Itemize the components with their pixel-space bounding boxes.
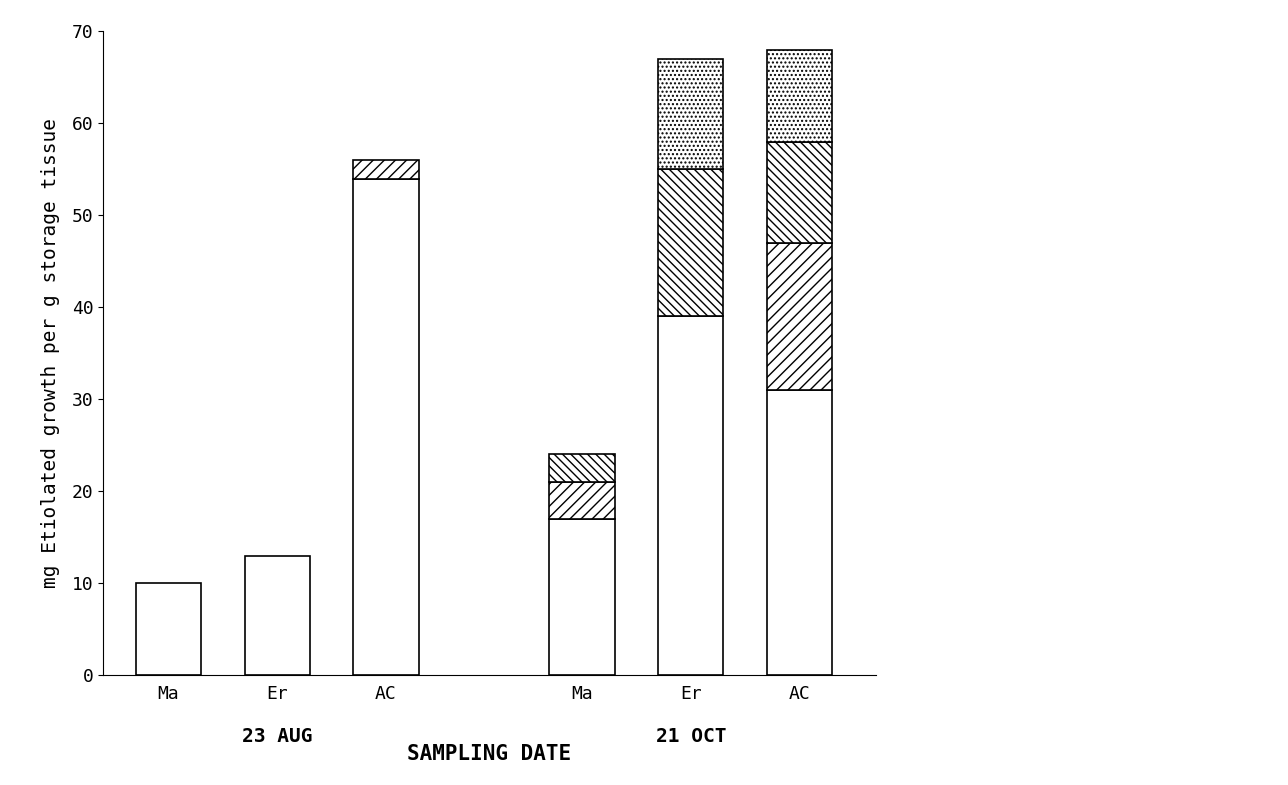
Bar [135,583,201,675]
Bar [658,170,724,316]
Bar [549,482,614,519]
Bar [766,142,832,243]
Text: 23 AUG: 23 AUG [242,727,313,746]
Bar [766,390,832,675]
X-axis label: SAMPLING DATE: SAMPLING DATE [407,744,572,765]
Bar [353,178,419,675]
Bar [766,49,832,142]
Bar [549,455,614,482]
Bar [353,160,419,178]
Bar [549,519,614,675]
Bar [658,316,724,675]
Bar [245,556,310,675]
Y-axis label: mg Etiolated growth per g storage tissue: mg Etiolated growth per g storage tissue [41,119,61,588]
Bar [766,243,832,390]
Text: 21 OCT: 21 OCT [656,727,726,746]
Bar [658,59,724,170]
Legend: 0 - 3, 3 - 6, 6 - 9, 9 - 12: 0 - 3, 3 - 6, 6 - 9, 9 - 12 [911,49,1087,240]
